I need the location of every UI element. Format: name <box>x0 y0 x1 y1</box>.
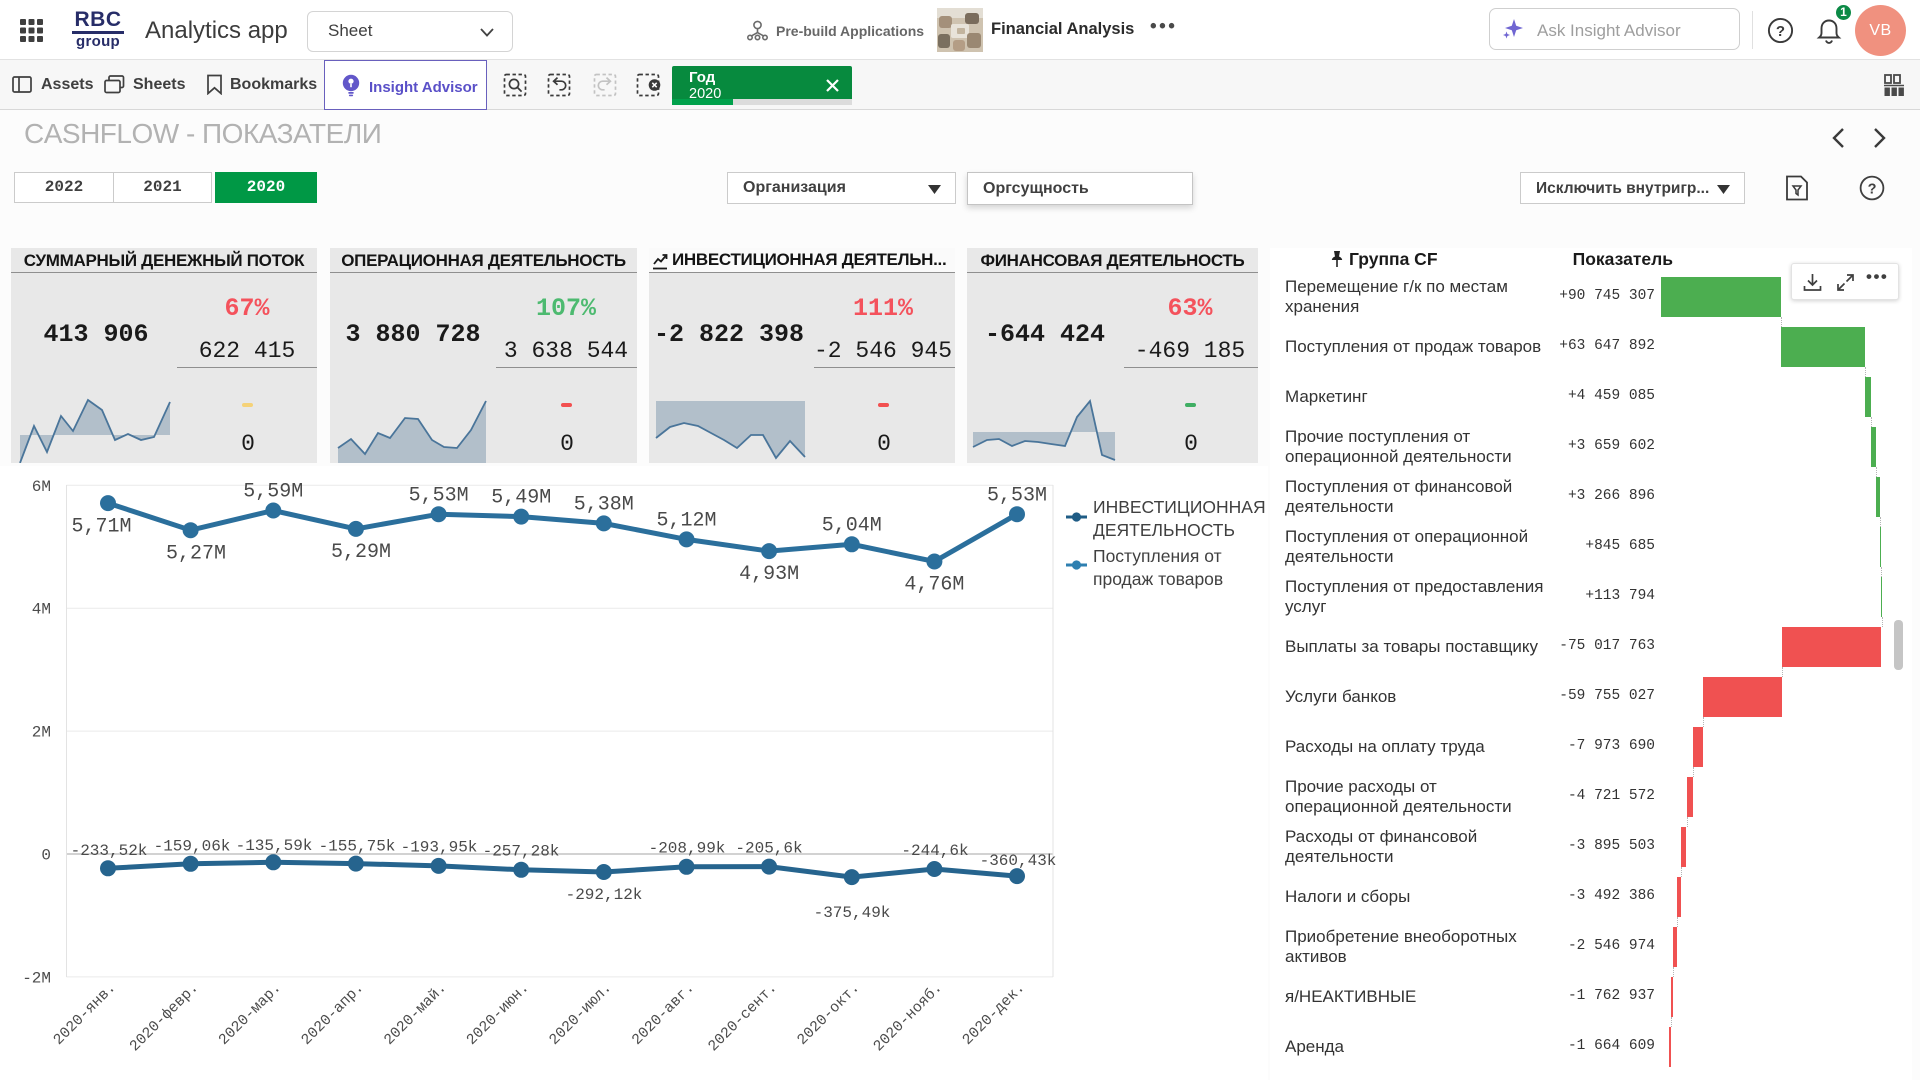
svg-text:5,04M: 5,04M <box>822 514 882 537</box>
svg-text:-155,75k: -155,75k <box>319 838 396 856</box>
svg-text:-159,06k: -159,06k <box>154 838 231 856</box>
svg-text:5,29M: 5,29M <box>331 541 391 564</box>
svg-text:2020-дек.: 2020-дек. <box>959 980 1028 1049</box>
svg-text:2020-янв.: 2020-янв. <box>50 980 119 1049</box>
svg-text:2020-май.: 2020-май. <box>381 980 450 1049</box>
svg-text:5,53M: 5,53M <box>987 484 1047 507</box>
svg-text:-193,95k: -193,95k <box>401 839 478 857</box>
svg-text:-135,59k: -135,59k <box>236 837 313 855</box>
svg-text:2020-февр.: 2020-февр. <box>126 980 202 1056</box>
svg-text:2020-окт.: 2020-окт. <box>794 980 863 1049</box>
svg-text:2020-июн.: 2020-июн. <box>463 980 532 1049</box>
svg-text:2020-сент.: 2020-сент. <box>705 980 781 1056</box>
svg-text:2020-июл.: 2020-июл. <box>546 980 615 1049</box>
svg-text:6M: 6M <box>32 478 51 496</box>
svg-text:5,71M: 5,71M <box>71 516 131 539</box>
svg-text:4,76M: 4,76M <box>904 574 964 597</box>
svg-text:5,38M: 5,38M <box>574 494 634 517</box>
svg-text:-2M: -2M <box>22 969 51 987</box>
svg-text:2020-авг.: 2020-авг. <box>629 980 698 1049</box>
svg-text:5,59M: 5,59M <box>243 481 303 504</box>
svg-text:2020-апр.: 2020-апр. <box>298 980 367 1049</box>
svg-text:5,53M: 5,53M <box>409 484 469 507</box>
svg-text:?: ? <box>1868 181 1877 197</box>
svg-text:5,12M: 5,12M <box>656 510 716 533</box>
svg-text:-208,99k: -208,99k <box>649 840 726 858</box>
svg-text:?: ? <box>1776 23 1785 40</box>
svg-text:2020-нояб.: 2020-нояб. <box>870 980 946 1056</box>
svg-text:-257,28k: -257,28k <box>483 843 560 861</box>
svg-text:-244,6k: -244,6k <box>901 842 968 860</box>
svg-text:2M: 2M <box>32 724 51 742</box>
svg-text:-205,6k: -205,6k <box>735 840 802 858</box>
svg-text:-375,49k: -375,49k <box>814 904 891 922</box>
svg-text:-233,52k: -233,52k <box>71 842 148 860</box>
svg-text:4,93M: 4,93M <box>739 563 799 586</box>
svg-text:0: 0 <box>41 847 51 865</box>
svg-text:-360,43k: -360,43k <box>980 852 1057 870</box>
svg-text:4M: 4M <box>32 601 51 619</box>
svg-text:5,49M: 5,49M <box>491 487 551 510</box>
svg-text:2020-мар.: 2020-мар. <box>216 980 285 1049</box>
svg-text:-292,12k: -292,12k <box>566 886 643 904</box>
svg-text:5,27M: 5,27M <box>166 543 226 566</box>
